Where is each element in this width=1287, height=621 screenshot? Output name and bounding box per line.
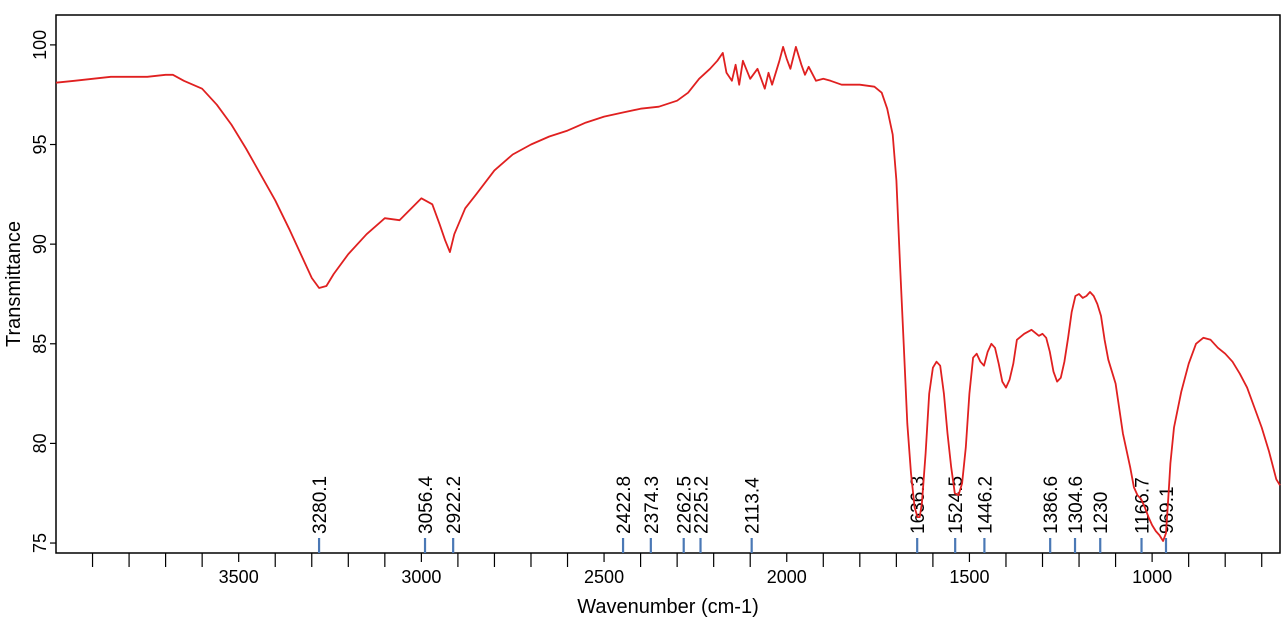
y-tick-label: 90 <box>30 234 50 254</box>
peak-label: 3280.1 <box>310 476 331 534</box>
peak-label: 1166.7 <box>1133 477 1154 534</box>
peak-markers: 3280.1 3056.4 2922.2 2422.8 2374.3 2262.52225… <box>310 475 1178 553</box>
peak-label: 3056.4 <box>416 475 437 534</box>
x-tick-label: 3000 <box>401 567 441 587</box>
peak-label: 2262.5 <box>675 476 696 534</box>
spectrum-line <box>55 46 1281 542</box>
x-axis: 3500 3000 2500 2000 1500 1000 <box>91 553 1263 587</box>
y-axis: 75 80 85 90 95 100 <box>30 30 56 553</box>
x-tick-label: 1000 <box>1132 567 1172 587</box>
x-tick-label: 3500 <box>219 567 259 587</box>
y-tick-label: 100 <box>30 30 50 60</box>
peak-label: 1524.5 <box>946 476 967 534</box>
peak-label: 2922.2 <box>444 476 465 534</box>
x-tick-label: 2500 <box>584 567 624 587</box>
peak-label: 1230 <box>1091 492 1112 534</box>
peak-label: 2225.2 <box>692 476 713 534</box>
y-tick-label: 95 <box>30 135 50 155</box>
peak-label: 2374.3 <box>642 476 663 534</box>
y-tick-label: 75 <box>30 533 50 553</box>
peak-label: 1304.6 <box>1066 476 1087 534</box>
peak-label: 2113.4 <box>743 477 764 534</box>
x-tick-label: 2000 <box>767 567 807 587</box>
plot-frame <box>55 14 1281 554</box>
peak-label: 1386.6 <box>1041 476 1062 534</box>
peak-label: 2422.8 <box>614 476 635 534</box>
y-tick-label: 85 <box>30 334 50 354</box>
x-axis-title: Wavenumber (cm-1) <box>577 596 759 618</box>
peak-label: 1446.2 <box>975 476 996 534</box>
y-axis-title: Transmittance <box>3 221 25 347</box>
y-tick-label: 80 <box>30 433 50 453</box>
x-tick-label: 1500 <box>949 567 989 587</box>
